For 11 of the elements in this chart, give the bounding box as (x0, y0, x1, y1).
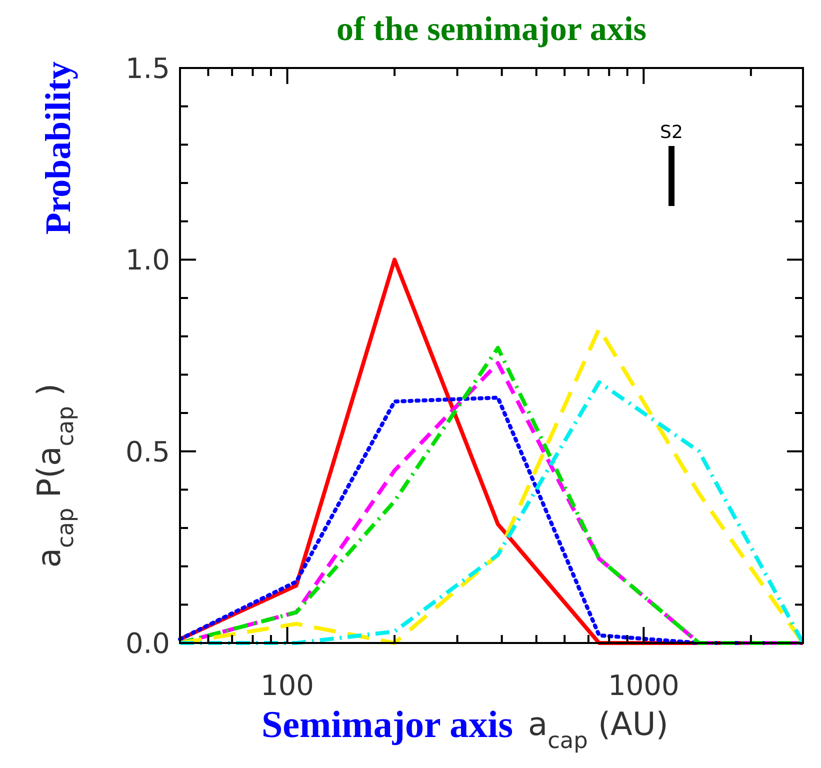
text: Probability (38, 61, 78, 235)
y-tick-label: 1.5 (125, 52, 170, 85)
text: Semimajor axis (261, 704, 513, 746)
y-tick-label: 0.5 (125, 435, 170, 468)
x-axis-title: a$_{cap}$ (AU) (528, 705, 668, 754)
chart-title: of the semimajor axis (336, 11, 647, 48)
x-tick-label: 100 (260, 669, 314, 702)
annotation: S2 (660, 122, 683, 143)
y-tick-label: 0.0 (125, 627, 170, 660)
y-tick-label: 1.0 (125, 244, 170, 277)
x-tick-label: 1000 (608, 669, 680, 702)
